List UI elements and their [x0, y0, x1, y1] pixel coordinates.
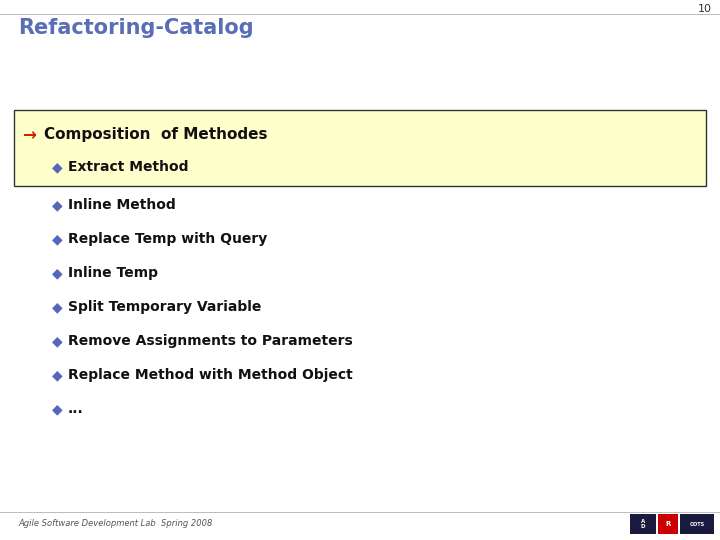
Text: ◆: ◆ — [52, 198, 63, 212]
Text: Split Temporary Variable: Split Temporary Variable — [68, 300, 261, 314]
Text: Composition  of Methodes: Composition of Methodes — [44, 127, 268, 143]
Text: ◆: ◆ — [52, 334, 63, 348]
Text: ◆: ◆ — [52, 300, 63, 314]
Text: Inline Method: Inline Method — [68, 198, 176, 212]
Text: →: → — [22, 126, 36, 144]
Text: OOTS: OOTS — [690, 522, 705, 526]
Text: ◆: ◆ — [52, 368, 63, 382]
FancyBboxPatch shape — [680, 514, 714, 534]
FancyBboxPatch shape — [14, 110, 706, 186]
Text: Extract Method: Extract Method — [68, 160, 189, 174]
Text: A
D: A D — [641, 519, 645, 529]
Text: 10: 10 — [698, 4, 712, 14]
FancyBboxPatch shape — [630, 514, 656, 534]
Text: Replace Method with Method Object: Replace Method with Method Object — [68, 368, 353, 382]
Text: Replace Temp with Query: Replace Temp with Query — [68, 232, 267, 246]
Text: Agile Software Development Lab  Spring 2008: Agile Software Development Lab Spring 20… — [18, 519, 212, 529]
Text: ◆: ◆ — [52, 266, 63, 280]
Text: ◆: ◆ — [52, 160, 63, 174]
FancyBboxPatch shape — [658, 514, 678, 534]
Text: Remove Assignments to Parameters: Remove Assignments to Parameters — [68, 334, 353, 348]
Text: Inline Temp: Inline Temp — [68, 266, 158, 280]
Text: ◆: ◆ — [52, 232, 63, 246]
Text: Refactoring-Catalog: Refactoring-Catalog — [18, 18, 253, 38]
Text: R: R — [665, 521, 671, 527]
Text: ...: ... — [68, 402, 84, 416]
Text: ◆: ◆ — [52, 402, 63, 416]
